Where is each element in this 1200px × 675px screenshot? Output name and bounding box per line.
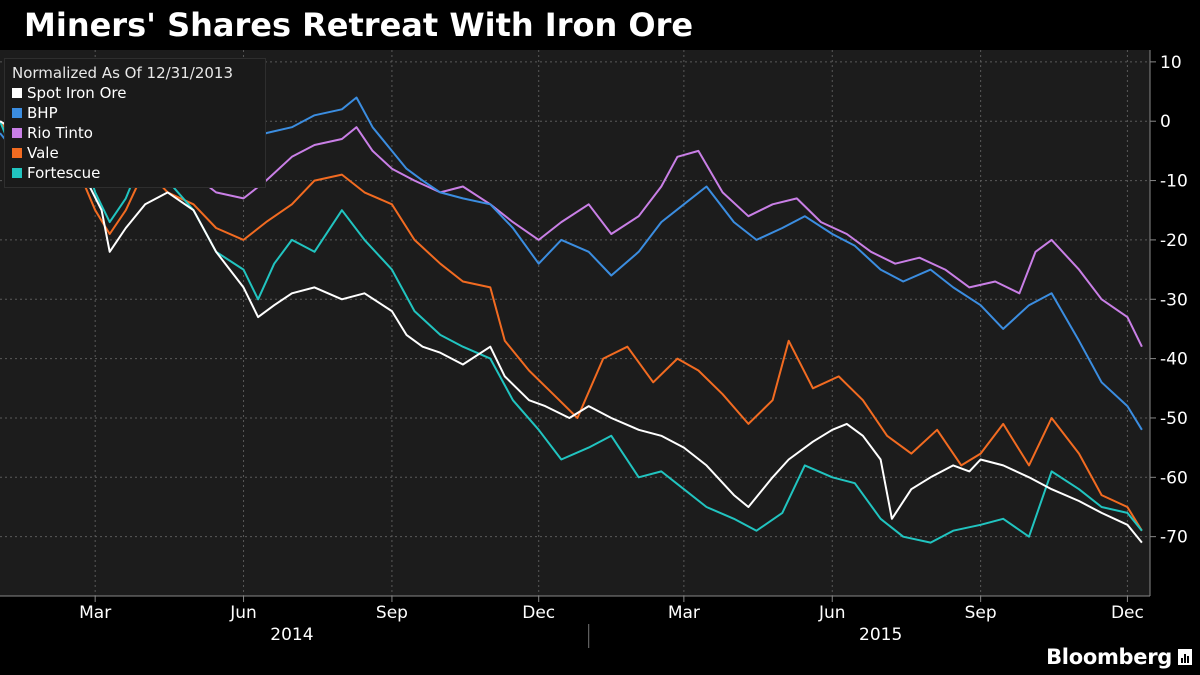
legend-item-rio-tinto: Rio Tinto — [12, 123, 265, 143]
legend-label: BHP — [27, 104, 58, 122]
legend-label: Vale — [27, 144, 59, 162]
y-tick-label: -30 — [1160, 290, 1188, 310]
y-tick-label: 10 — [1160, 53, 1182, 73]
legend-swatch — [12, 148, 22, 158]
x-tick-label: Dec — [522, 603, 555, 623]
legend-item-spot-iron-ore: Spot Iron Ore — [12, 83, 265, 103]
x-tick-label: Jun — [229, 603, 257, 623]
bloomberg-logo: Bloomberg — [1046, 643, 1192, 671]
x-tick-label: Dec — [1111, 603, 1144, 623]
legend-item-bhp: BHP — [12, 103, 265, 123]
legend-item-fortescue: Fortescue — [12, 163, 265, 183]
legend-title: Normalized As Of 12/31/2013 — [12, 64, 233, 82]
x-tick-label: Sep — [965, 603, 997, 623]
legend-swatch — [12, 128, 22, 138]
brand-name: Bloomberg — [1046, 645, 1172, 669]
y-tick-label: -60 — [1160, 468, 1188, 488]
legend-item-vale: Vale — [12, 143, 265, 163]
bloomberg-terminal-icon — [1178, 649, 1192, 665]
x-tick-label: Mar — [79, 603, 111, 623]
year-label: 2014 — [270, 625, 313, 645]
legend-swatch — [12, 168, 22, 178]
y-tick-label: 0 — [1160, 112, 1171, 132]
legend-label: Fortescue — [27, 164, 101, 182]
legend-label: Rio Tinto — [27, 124, 93, 142]
year-label: 2015 — [859, 625, 902, 645]
legend-label: Spot Iron Ore — [27, 84, 127, 102]
chart-legend: Normalized As Of 12/31/2013 Spot Iron Or… — [4, 58, 266, 188]
x-tick-label: Jun — [818, 603, 846, 623]
series-line-spot-iron-ore — [0, 120, 1143, 544]
y-tick-label: -70 — [1160, 528, 1188, 548]
y-tick-label: -50 — [1160, 409, 1188, 429]
x-tick-label: Sep — [376, 603, 408, 623]
x-tick-label: Mar — [668, 603, 700, 623]
legend-swatch — [12, 108, 22, 118]
chart-title: Miners' Shares Retreat With Iron Ore — [24, 6, 694, 44]
legend-swatch — [12, 88, 22, 98]
y-tick-label: -10 — [1160, 172, 1188, 192]
y-tick-label: -20 — [1160, 231, 1188, 251]
y-tick-label: -40 — [1160, 350, 1188, 370]
